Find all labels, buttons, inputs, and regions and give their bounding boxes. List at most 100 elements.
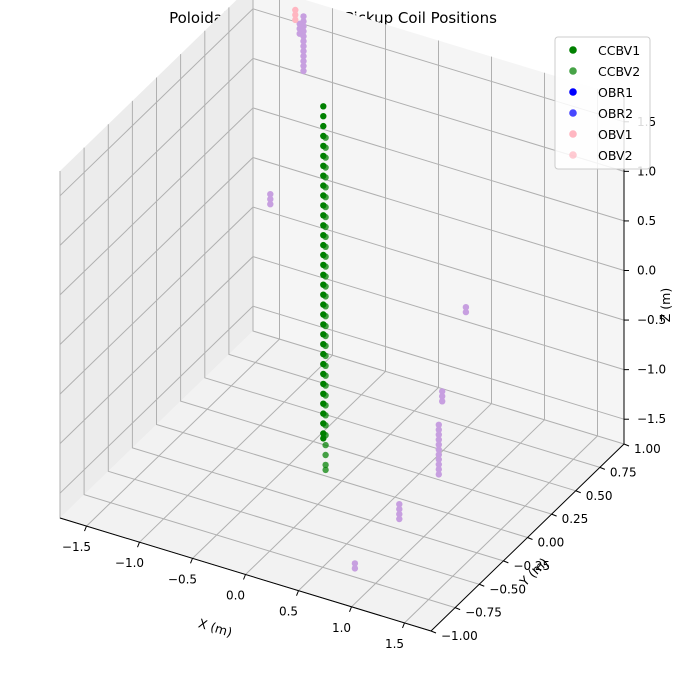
x-tick-label: 1.5 bbox=[385, 637, 404, 651]
data-point-obr2 bbox=[435, 446, 442, 453]
data-point-ccbv2 bbox=[322, 432, 329, 439]
data-point-obr2 bbox=[396, 510, 403, 518]
z-tick-label: −1.0 bbox=[637, 363, 666, 377]
data-point-ccbv1 bbox=[320, 103, 327, 110]
z-tick-label: −0.5 bbox=[637, 313, 666, 327]
data-point-ccbv2 bbox=[322, 144, 329, 151]
data-point-obr2 bbox=[435, 441, 442, 448]
data-point-obr2 bbox=[296, 25, 303, 32]
y-gridline bbox=[83, 147, 456, 609]
data-point-obr2 bbox=[435, 431, 442, 438]
data-point-ccbv2 bbox=[322, 332, 329, 340]
data-point-obv1 bbox=[292, 6, 299, 14]
y-tick-mark bbox=[479, 583, 485, 587]
data-point-obr2 bbox=[439, 393, 446, 400]
y-tick-label: −0.75 bbox=[465, 606, 502, 620]
scatter-points bbox=[267, 6, 470, 572]
x-tick-mark bbox=[243, 574, 246, 580]
z-gridline bbox=[59, 8, 625, 197]
z-tick-label: 0.0 bbox=[637, 264, 656, 278]
y-tick-mark bbox=[503, 560, 509, 564]
data-point-obr2 bbox=[435, 456, 442, 463]
y-tick-mark bbox=[575, 490, 581, 494]
legend: CCBV1 CCBV2 OBR1 OBR2 OBV1 OBV2 bbox=[554, 36, 651, 170]
data-point-ccbv1 bbox=[320, 122, 327, 130]
data-point-obr2 bbox=[396, 501, 403, 508]
x-axis-ticks: −1.5 −1.0 −0.5 0.0 0.5 1.0 1.5 bbox=[62, 525, 405, 651]
data-point-ccbv2 bbox=[322, 412, 329, 419]
data-point-ccbv2 bbox=[322, 263, 329, 270]
data-point-ccbv2 bbox=[322, 203, 329, 211]
z-gridline bbox=[59, 256, 625, 444]
y-tick-label: 0.75 bbox=[610, 465, 637, 479]
x-tick-mark bbox=[349, 606, 352, 612]
y-tick-label: 1.00 bbox=[634, 442, 661, 456]
x-tick-mark bbox=[190, 558, 193, 564]
y-gridline bbox=[228, 7, 601, 468]
data-point-obr2 bbox=[396, 505, 403, 513]
z-gridline bbox=[59, 305, 625, 494]
x-tick-label: 0.5 bbox=[279, 605, 298, 619]
data-point-ccbv2 bbox=[322, 164, 329, 171]
z-gridline bbox=[59, 107, 625, 296]
legend-label-obr2: OBR2 bbox=[598, 106, 633, 121]
y-tick-label: 0.25 bbox=[562, 512, 589, 526]
legend-label-obr1: OBR1 bbox=[598, 85, 633, 100]
data-point-obr2 bbox=[439, 388, 446, 395]
y-tick-mark bbox=[527, 537, 533, 540]
legend-marker-obr2 bbox=[569, 109, 577, 117]
data-point-obr2 bbox=[300, 43, 307, 50]
data-point-obr2 bbox=[300, 67, 307, 75]
data-point-obr2 bbox=[300, 62, 307, 70]
data-point-obr2 bbox=[396, 515, 403, 523]
z-gridline bbox=[59, 57, 625, 246]
data-point-obr2 bbox=[462, 308, 470, 316]
x-tick-label: 1.0 bbox=[332, 621, 351, 635]
data-point-ccbv2 bbox=[322, 213, 329, 221]
data-point-ccbv2 bbox=[322, 402, 329, 409]
data-point-ccbv2 bbox=[322, 283, 329, 290]
data-point-obr2 bbox=[435, 421, 442, 428]
data-point-ccbv2 bbox=[322, 223, 329, 231]
data-point-obr2 bbox=[435, 451, 442, 458]
y-tick-mark bbox=[551, 513, 557, 517]
legend-marker-ccbv1 bbox=[569, 46, 577, 54]
data-point-obr2 bbox=[300, 47, 307, 55]
x-axis-label: X (m) bbox=[197, 615, 234, 639]
legend-marker-ccbv2 bbox=[569, 67, 577, 75]
data-point-obr2 bbox=[300, 57, 307, 65]
data-point-ccbv2 bbox=[322, 134, 329, 141]
data-point-ccbv2 bbox=[322, 352, 329, 360]
data-point-ccbv2 bbox=[322, 466, 329, 474]
x-tick-mark bbox=[402, 622, 405, 629]
data-point-obr2 bbox=[351, 560, 359, 567]
legend-label-ccbv1: CCBV1 bbox=[598, 43, 640, 58]
y-tick-label: 0.00 bbox=[538, 536, 565, 550]
y-tick-mark bbox=[454, 607, 461, 611]
data-point-ccbv2 bbox=[322, 461, 329, 469]
legend-marker-obv1 bbox=[569, 130, 577, 138]
data-point-obr2 bbox=[300, 52, 307, 60]
data-point-ccbv2 bbox=[322, 451, 329, 459]
x-tick-label: −1.5 bbox=[62, 540, 91, 554]
data-point-obr2 bbox=[300, 13, 307, 20]
data-point-ccbv1 bbox=[320, 113, 327, 120]
y-tick-label: 0.50 bbox=[586, 489, 613, 503]
data-point-obr2 bbox=[435, 426, 442, 433]
data-point-obr2 bbox=[435, 436, 442, 443]
data-point-ccbv2 bbox=[322, 313, 329, 320]
data-point-obr2 bbox=[435, 471, 442, 478]
data-point-ccbv2 bbox=[322, 362, 329, 369]
y-tick-mark bbox=[430, 630, 437, 634]
data-point-obr2 bbox=[267, 196, 274, 203]
data-point-obr2 bbox=[439, 398, 446, 405]
data-point-ccbv2 bbox=[322, 372, 329, 379]
data-point-obr2 bbox=[300, 38, 307, 45]
data-point-obr2 bbox=[267, 201, 274, 208]
y-gridline bbox=[131, 100, 504, 562]
x-tick-label: −1.0 bbox=[115, 556, 144, 570]
legend-marker-obv2 bbox=[569, 151, 577, 159]
y-tick-label: −1.00 bbox=[441, 629, 478, 643]
data-point-ccbv2 bbox=[322, 174, 329, 181]
